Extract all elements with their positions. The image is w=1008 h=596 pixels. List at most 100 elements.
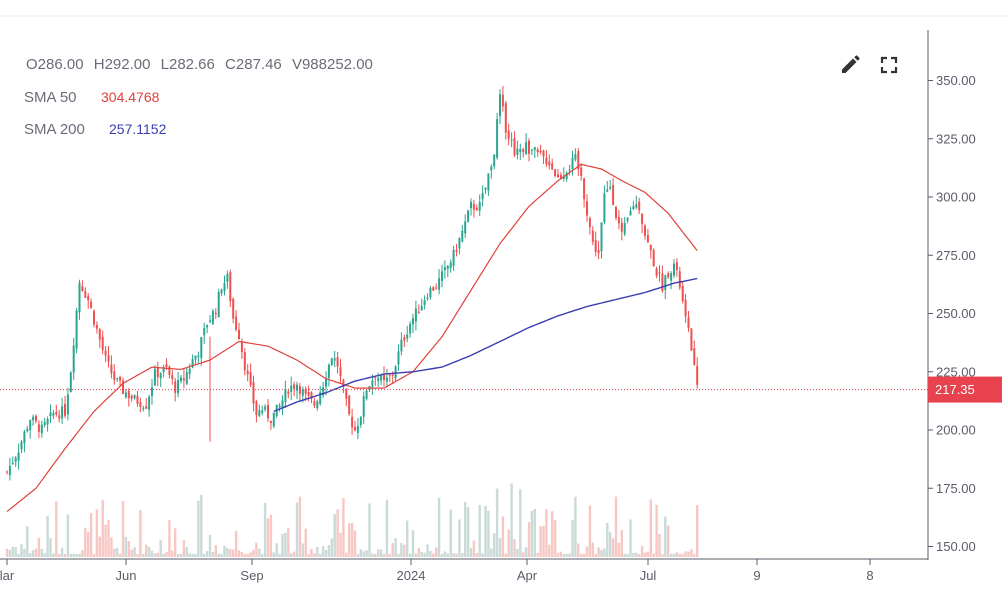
price-tick-label: 250.00 (936, 306, 976, 321)
fullscreen-icon[interactable] (878, 54, 900, 76)
candle-body (177, 380, 180, 394)
candle-body (69, 372, 72, 393)
candle-body (574, 154, 577, 160)
volume-bar (188, 553, 191, 557)
volume-bar (646, 551, 650, 557)
high-prefix: H (94, 56, 105, 73)
candle-body (66, 394, 69, 415)
volume-bar (432, 553, 435, 557)
sma200-value: 257.1152 (109, 121, 167, 137)
time-axis[interactable]: lar Jun Sep 2024 Apr Jul 9 8 (0, 559, 874, 583)
pencil-icon[interactable] (836, 51, 864, 79)
open-prefix: O (26, 56, 38, 73)
candle-body (243, 352, 246, 371)
candle-body (319, 392, 322, 405)
candle-body (130, 395, 133, 399)
candle-body (530, 149, 533, 151)
candle-body (269, 420, 272, 424)
volume-bar (510, 483, 513, 557)
volume-bar (220, 553, 223, 557)
candle-body (501, 94, 504, 107)
volume-bar (533, 508, 536, 557)
volume-bar (168, 520, 171, 557)
candle-body (675, 262, 678, 271)
volume-bar (66, 514, 70, 557)
candle-body (383, 373, 385, 380)
volume-bar (626, 553, 629, 557)
candle-body (470, 201, 472, 209)
volume-bar (55, 501, 58, 557)
price-tick-label: 300.00 (936, 190, 976, 205)
time-tick-label: Jun (116, 568, 137, 583)
volume-bar (394, 538, 397, 557)
candle-body (107, 355, 110, 362)
volume-bar (310, 548, 313, 557)
volume-layer (5, 483, 699, 557)
volume-bar (649, 499, 652, 557)
volume-bar (217, 553, 220, 557)
candle-body (423, 300, 426, 305)
candle-body (145, 406, 148, 409)
volume-bar (446, 553, 449, 557)
candle-body (153, 368, 156, 386)
candle-body (609, 187, 612, 189)
volume-bar (661, 553, 664, 557)
volume-bar (223, 545, 226, 557)
candle-body (359, 417, 362, 425)
volume-bar (342, 498, 345, 557)
volume-bar (551, 511, 554, 557)
volume-prefix: V (292, 56, 302, 73)
candle-body (165, 363, 168, 367)
candle-body (142, 407, 145, 409)
candle-body (673, 263, 675, 276)
volume-bar (258, 548, 261, 557)
candle-body (229, 272, 232, 302)
candle-body (46, 419, 49, 425)
volume-bar (249, 552, 252, 557)
candle-body (122, 380, 124, 394)
volume-bar (5, 548, 9, 557)
candle-body (400, 339, 403, 352)
candle-body (342, 379, 345, 388)
candle-body (412, 318, 414, 325)
candle-body (586, 201, 588, 216)
volume-bar (458, 519, 461, 557)
candle-body (554, 169, 557, 176)
candle-body (377, 378, 380, 381)
candle-body (409, 323, 412, 334)
volume-bar (545, 509, 548, 557)
candle-body (374, 377, 377, 379)
volume-bar (580, 553, 583, 557)
volume-bar (11, 546, 14, 557)
candle-body (272, 412, 275, 427)
candle-body (98, 329, 101, 340)
volume-bar (559, 551, 563, 557)
candle-body (568, 169, 571, 171)
candle-body (298, 385, 301, 394)
volume-bar (426, 544, 429, 557)
candle-body (110, 364, 113, 374)
volume-bar (20, 544, 23, 557)
candle-body (194, 355, 197, 360)
candle-body (290, 385, 293, 392)
volume-bar (655, 504, 658, 557)
volume-bar (495, 488, 499, 557)
volume-bar (127, 541, 130, 557)
candle-body (49, 412, 52, 417)
volume-bar (632, 552, 635, 557)
candle-body (615, 206, 617, 218)
volume-bar (107, 519, 110, 557)
volume-bar (513, 539, 516, 557)
candle-body (162, 367, 165, 373)
candle-body (322, 387, 325, 396)
candle-body (458, 238, 461, 249)
volume-bar (693, 553, 696, 557)
volume-bar (87, 531, 90, 557)
price-axis[interactable]: 350.00 325.00 300.00 275.00 250.00 225.00 200.… (928, 73, 976, 554)
volume-bar (362, 551, 365, 557)
volume-bar (536, 552, 539, 557)
volume-bar (63, 553, 67, 557)
volume-bar (455, 553, 458, 557)
volume-bar (417, 547, 420, 557)
